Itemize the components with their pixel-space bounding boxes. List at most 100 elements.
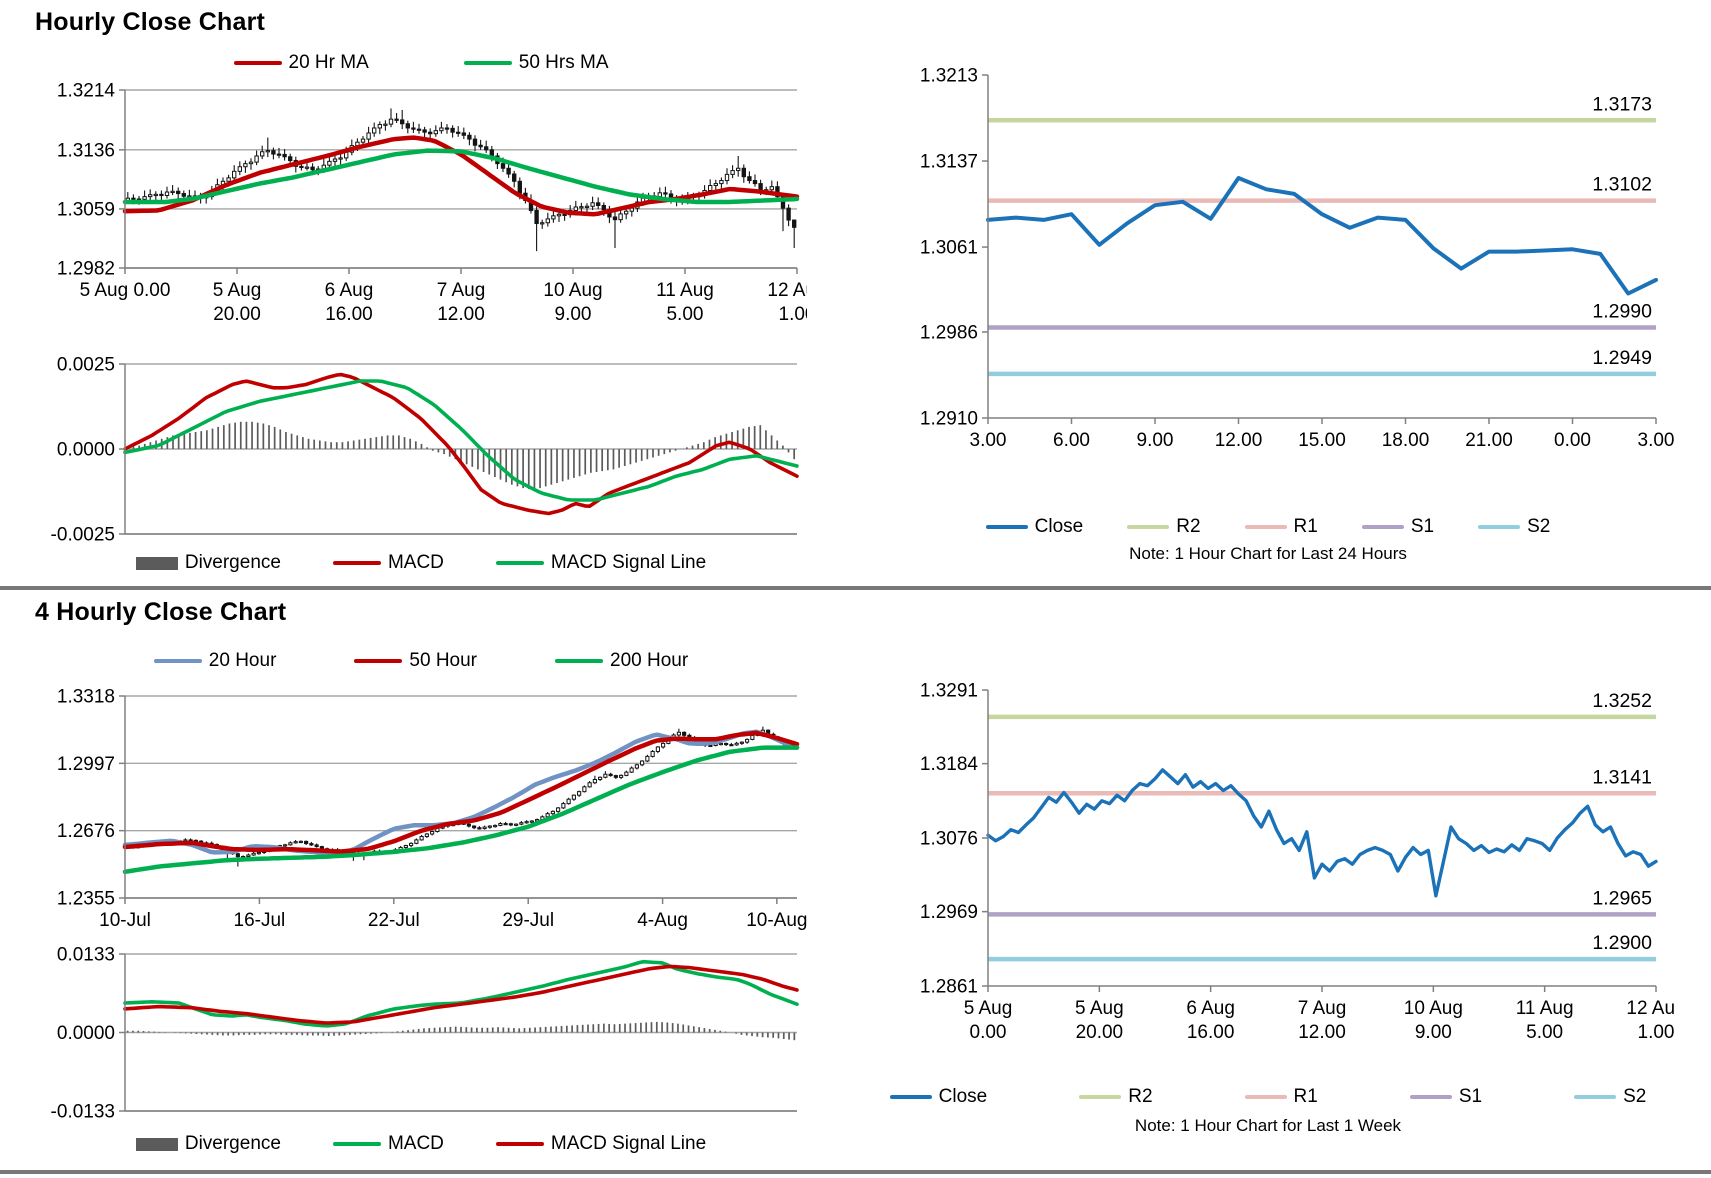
svg-text:21.00: 21.00 [1465, 430, 1513, 451]
hourly-price-panel: 20 Hr MA 50 Hrs MA 1.3214 1.3136 1.3059 1.2… [35, 50, 807, 326]
legend-item: Close [985, 516, 1084, 538]
svg-text:1.2982: 1.2982 [57, 259, 115, 280]
legend-label: MACD Signal Line [550, 1133, 707, 1154]
legend-label: S1 [1458, 1086, 1483, 1107]
hourly-macd-panel: 0.0025 0.0000 -0.0025 Divergence MACD MACD… [35, 338, 807, 574]
svg-text:5 Aug: 5 Aug [1075, 998, 1124, 1019]
svg-text:5.00: 5.00 [666, 304, 703, 325]
signal-line-swatch-icon [495, 560, 544, 566]
svg-text:20.00: 20.00 [1076, 1022, 1124, 1040]
svg-text:1.3173: 1.3173 [1592, 93, 1652, 115]
svg-text:1.2969: 1.2969 [920, 902, 978, 923]
svg-text:1.2990: 1.2990 [1592, 300, 1652, 322]
svg-text:11 Aug: 11 Aug [656, 280, 714, 301]
svg-text:0.0000: 0.0000 [57, 440, 115, 461]
legend-label: S2 [1527, 516, 1551, 537]
legend-item: 200 Hour [555, 650, 688, 672]
4h-price-legend: 20 Hour 50 Hour 200 Hour [35, 648, 807, 674]
svg-text:29-Jul: 29-Jul [502, 910, 554, 931]
macd-line-swatch-icon [332, 560, 381, 566]
svg-text:6.00: 6.00 [1053, 430, 1090, 451]
legend-item: S2 [1478, 516, 1550, 538]
s2-swatch-icon [1478, 525, 1521, 529]
legend-label: 200 Hour [610, 650, 689, 671]
svg-text:9.00: 9.00 [555, 304, 592, 325]
hourly-macd-chart: 0.0025 0.0000 -0.0025 [51, 355, 799, 542]
weekly-sr-legend: Close R2 R1 S1 S2 [862, 1086, 1674, 1108]
svg-text:11 Aug: 11 Aug [1516, 998, 1574, 1019]
svg-text:16.00: 16.00 [1187, 1022, 1235, 1040]
svg-text:1.3291: 1.3291 [920, 681, 978, 702]
legend-item: R2 [1127, 516, 1201, 538]
svg-text:16-Jul: 16-Jul [234, 910, 286, 931]
svg-text:1.3061: 1.3061 [920, 238, 978, 259]
svg-text:12 Aug: 12 Aug [1626, 998, 1674, 1019]
legend-label: R1 [1293, 516, 1318, 537]
legend-label: Close [1034, 516, 1084, 537]
svg-text:9.00: 9.00 [1415, 1022, 1452, 1040]
svg-text:-0.0133: -0.0133 [51, 1102, 115, 1122]
svg-text:10-Jul: 10-Jul [99, 910, 151, 931]
hourly-sr-panel: 1.3173 1.3102 1.2990 1.2949 1.3213 1.3137 1.30… [862, 50, 1674, 564]
svg-text:1.3213: 1.3213 [920, 66, 978, 87]
weekly-support-resistance-chart: 1.3252 1.3141 1.2965 1.2900 1.3291 1.3184 1.30… [920, 681, 1674, 1041]
section-title-4hourly: 4 Hourly Close Chart [35, 598, 287, 626]
svg-text:0.0025: 0.0025 [57, 355, 115, 376]
legend-item: MACD [332, 552, 444, 574]
svg-text:7 Aug: 7 Aug [437, 280, 486, 301]
svg-text:1.2910: 1.2910 [920, 409, 978, 430]
legend-label: S2 [1623, 1086, 1647, 1107]
section-divider [0, 586, 1711, 590]
svg-text:1.2861: 1.2861 [920, 977, 978, 998]
legend-item: R1 [1244, 1086, 1318, 1108]
legend-item: 20 Hour [153, 650, 276, 672]
svg-text:0.0133: 0.0133 [57, 945, 115, 966]
4h-macd-legend: Divergence MACD MACD Signal Line [35, 1133, 807, 1155]
weekly-sr-panel: 1.3252 1.3141 1.2965 1.2900 1.3291 1.3184 1.30… [862, 640, 1674, 1136]
section-title-hourly: Hourly Close Chart [35, 8, 266, 36]
svg-text:9.00: 9.00 [1137, 430, 1174, 451]
svg-text:1.2986: 1.2986 [920, 322, 978, 343]
svg-text:1.3102: 1.3102 [1592, 174, 1652, 196]
legend-item: MACD Signal Line [495, 1133, 707, 1155]
hourly-support-resistance-chart: 1.3173 1.3102 1.2990 1.2949 1.3213 1.3137 1.30… [920, 66, 1674, 452]
svg-text:1.00: 1.00 [1638, 1022, 1674, 1040]
legend-item: Divergence [135, 552, 281, 574]
legend-label: Close [938, 1086, 988, 1107]
r2-swatch-icon [1127, 525, 1170, 529]
svg-text:12.00: 12.00 [1215, 430, 1263, 451]
svg-text:0.0000: 0.0000 [57, 1023, 115, 1044]
ma20h-line-swatch-icon [153, 658, 202, 664]
svg-text:1.3252: 1.3252 [1592, 690, 1652, 712]
4h-price-panel: 20 Hour 50 Hour 200 Hour 1.3318 1.2997 1.2… [35, 648, 807, 938]
hourly-sr-note: Note: 1 Hour Chart for Last 24 Hours [1129, 544, 1407, 563]
s1-swatch-icon [1361, 525, 1404, 529]
svg-text:10-Aug: 10-Aug [746, 910, 807, 931]
legend-label: 20 Hr MA [288, 52, 369, 73]
svg-text:12.00: 12.00 [437, 304, 485, 325]
legend-item: Divergence [135, 1133, 281, 1155]
svg-text:5 Aug 0.00: 5 Aug 0.00 [80, 280, 171, 301]
svg-text:6 Aug: 6 Aug [325, 280, 374, 301]
svg-text:1.3136: 1.3136 [57, 140, 115, 161]
svg-text:16.00: 16.00 [325, 304, 373, 325]
svg-text:6 Aug: 6 Aug [1186, 998, 1235, 1019]
svg-text:1.2965: 1.2965 [1592, 887, 1652, 909]
ma50h-line-swatch-icon [354, 658, 403, 664]
legend-label: S1 [1410, 516, 1435, 537]
legend-item: MACD Signal Line [495, 552, 706, 574]
legend-item: 50 Hrs MA [463, 52, 609, 74]
legend-label: R2 [1176, 516, 1201, 537]
4h-macd-panel: 0.0133 0.0000 -0.0133 Divergence MACD MACD… [35, 938, 807, 1155]
bottom-divider [0, 1170, 1711, 1174]
close-line-swatch-icon [985, 524, 1028, 530]
legend-label: MACD [387, 1133, 444, 1154]
legend-label: 50 Hour [409, 650, 478, 671]
svg-text:1.3076: 1.3076 [920, 829, 978, 850]
legend-item: R2 [1079, 1086, 1153, 1108]
svg-text:22-Jul: 22-Jul [368, 910, 420, 931]
r1-swatch-icon [1244, 525, 1287, 529]
hourly-sr-legend: Close R2 R1 S1 S2 [862, 516, 1674, 538]
macd-line-swatch-icon [332, 1141, 381, 1147]
